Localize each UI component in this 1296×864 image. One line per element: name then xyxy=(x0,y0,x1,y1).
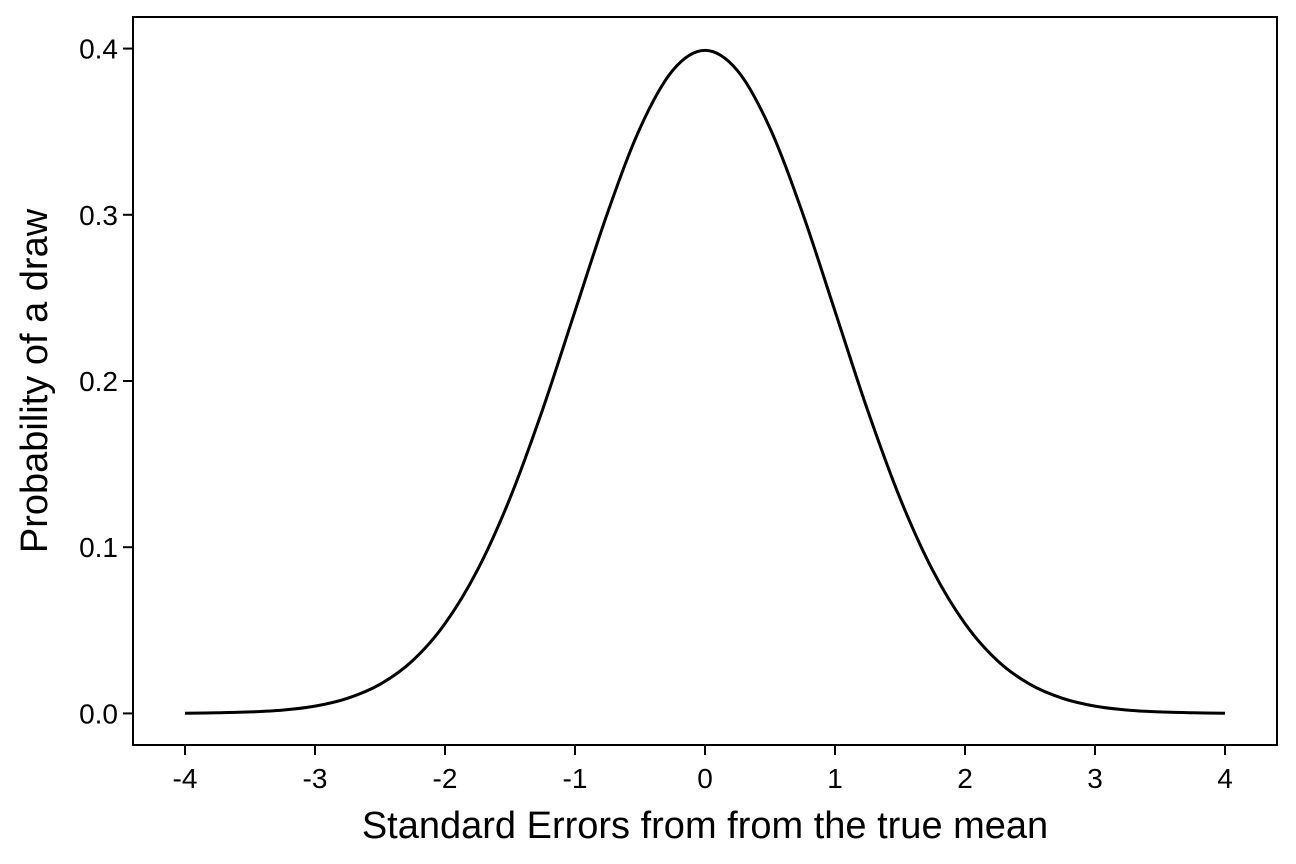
y-axis: 0.0 0.1 0.2 0.3 0.4 xyxy=(79,34,133,729)
plot-frame xyxy=(132,16,1278,746)
y-tick-label: 0.0 xyxy=(79,698,118,729)
y-tick-label: 0.3 xyxy=(79,200,118,231)
x-tick-label: -3 xyxy=(303,763,328,794)
x-tick-label: 4 xyxy=(1217,763,1233,794)
x-tick-label: 1 xyxy=(827,763,843,794)
x-tick-label: 2 xyxy=(957,763,973,794)
x-tick-label: 3 xyxy=(1087,763,1103,794)
y-axis-title: Probability of a draw xyxy=(14,208,56,553)
x-axis-title: Standard Errors from from the true mean xyxy=(362,805,1048,847)
y-tick-label: 0.2 xyxy=(79,366,118,397)
x-tick-label: -4 xyxy=(173,763,198,794)
x-tick-label: 0 xyxy=(697,763,713,794)
y-tick-label: 0.1 xyxy=(79,532,118,563)
series-layer xyxy=(184,48,1226,715)
series-line-0 xyxy=(184,48,1226,715)
y-tick-label: 0.4 xyxy=(79,34,118,65)
x-tick-label: -2 xyxy=(433,763,458,794)
x-tick-label: -1 xyxy=(563,763,588,794)
x-axis: -4 -3 -2 -1 0 1 2 3 4 xyxy=(173,745,1233,794)
